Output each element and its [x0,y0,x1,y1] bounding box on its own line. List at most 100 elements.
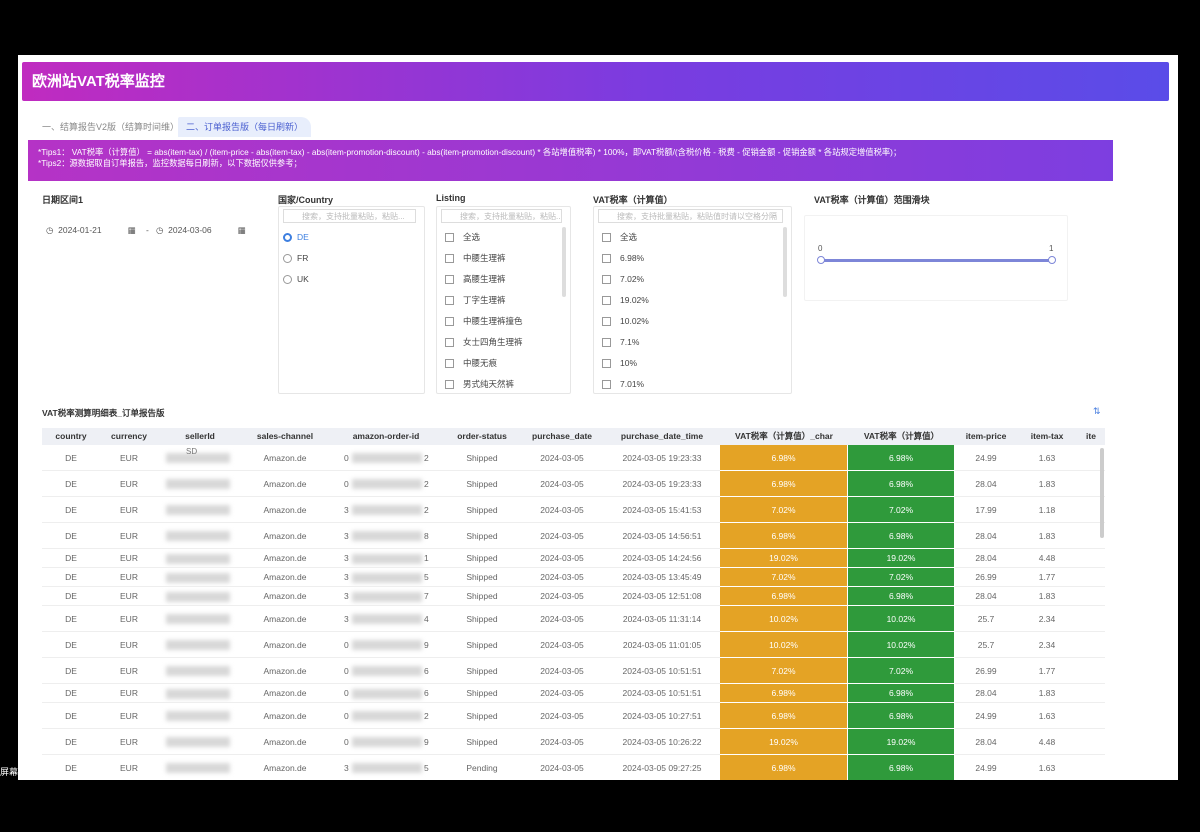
checkbox[interactable] [445,233,454,243]
table-cell: EUR [100,755,158,780]
option-text: 6.98% [620,253,645,263]
search-input[interactable]: 搜索，支持批量粘贴，粘贴... [441,209,562,223]
search-input[interactable]: 搜索，支持批量粘贴，粘贴值时请以空格分隔 [598,209,783,223]
filter-option[interactable]: 7.02% [602,269,644,290]
option-text: 高腰生理裤 [463,274,506,284]
filter-option[interactable]: 中腰生理裤 [445,248,506,269]
table-cell: 7.02% [720,497,848,523]
table-cell [158,729,242,755]
icon[interactable]: ⇅ [1093,406,1101,416]
filter-option[interactable]: 7.1% [602,332,639,353]
table-cell: DE [42,632,100,658]
filter-label: 日期区间1 [42,195,84,205]
radio[interactable] [283,254,292,264]
checkbox[interactable] [445,275,454,285]
filter-option[interactable]: 10% [602,353,637,374]
filter-option[interactable]: FR [283,248,308,269]
checkbox[interactable] [602,296,611,306]
filter-option[interactable]: 男式纯天然裤 [445,374,514,393]
option-text: 7.01% [620,379,645,389]
tip: *Tips2：源数据取自订单报告，监控数据每日刷新，以下数据仅供参考； [38,158,302,168]
table-cell [1077,606,1105,632]
checkbox[interactable] [445,254,454,264]
table-cell: EUR [100,445,158,471]
scrollbar[interactable] [562,227,566,297]
table-cell [158,497,242,523]
table-cell: 2024-03-05 14:56:51 [604,523,720,549]
option-text: 中腰无痕 [463,358,498,368]
redacted [352,666,422,676]
slider-handle[interactable] [1048,256,1056,264]
table-cell: 7.02% [848,568,955,587]
table-cell: 1.77 [1017,568,1077,587]
table-cell: 2024-03-05 19:23:33 [604,471,720,497]
filter-option[interactable]: 女士四角生理裤 [445,332,523,353]
redacted [166,572,230,583]
checkbox[interactable] [602,254,611,264]
table-cell [1077,445,1105,471]
checkbox[interactable] [602,233,611,243]
filter-option[interactable]: 丁字生理裤 [445,290,506,311]
checkbox[interactable] [445,317,454,327]
checkbox[interactable] [445,380,454,390]
redacted [166,666,230,676]
table-cell: Amazon.de [242,684,328,703]
redacted [166,688,230,699]
filter-option[interactable]: DE [283,227,309,248]
checkbox[interactable] [602,380,611,390]
checkbox[interactable] [445,338,454,348]
table-cell: 2024-03-05 10:51:51 [604,658,720,684]
radio[interactable] [283,275,292,285]
date-end[interactable]: ◷ 2024-03-06 ▦ [156,225,246,235]
filter-option[interactable]: 19.02% [602,290,649,311]
checkbox[interactable] [602,338,611,348]
scrollbar[interactable] [1100,448,1104,538]
checkbox[interactable] [602,317,611,327]
tab-active[interactable]: 二、订单报告版（每日刷新） [178,117,312,137]
date-start[interactable]: ◷ 2024-01-21 ▦ [46,225,136,235]
table-cell: SD [158,445,242,471]
radio[interactable] [283,233,292,243]
option-text: 7.1% [620,337,640,347]
filter-option[interactable]: 全选 [602,227,637,248]
filter-option[interactable]: 中腰生理裤撞色 [445,311,523,332]
filter-option[interactable]: 高腰生理裤 [445,269,506,290]
filter-option[interactable]: 中腰无痕 [445,353,497,374]
redacted [352,553,422,564]
cell-text: 8 [424,531,429,541]
search-input[interactable]: 搜索，支持批量粘贴，粘贴... [283,209,416,223]
cell-text: 0 [344,640,349,650]
table-cell: DE [42,523,100,549]
tab[interactable]: 一、结算报告V2版（结算时间维） [42,122,180,132]
filter-option[interactable]: 10.02% [602,311,649,332]
table-cell: Amazon.de [242,445,328,471]
cell-text: 3 [344,553,349,563]
cell-text: 2 [424,479,429,489]
table-cell: Amazon.de [242,471,328,497]
table-cell: 19.02% [848,729,955,755]
table-cell: 2024-03-05 [520,658,604,684]
table-cell: 6.98% [848,684,955,703]
slider-handle[interactable] [817,256,825,264]
checkbox[interactable] [445,296,454,306]
cell-text: 6 [424,666,429,676]
cell-text: 3 [344,505,349,515]
checkbox[interactable] [602,275,611,285]
table-cell: 10.02% [720,632,848,658]
data-table: country currency sellerId sales-channel amaz… [42,428,1105,780]
table-cell: 26.99 [955,568,1017,587]
filter-option[interactable]: 7.01% [602,374,645,393]
scrollbar[interactable] [783,227,787,297]
table-cell: 1.63 [1017,445,1077,471]
filter-option[interactable]: 全选 [445,227,480,248]
filter-option[interactable]: 6.98% [602,248,644,269]
checkbox[interactable] [602,359,611,369]
slider-track[interactable] [820,259,1052,262]
table-cell: 1.63 [1017,755,1077,780]
checkbox[interactable] [445,359,454,369]
filter-option[interactable]: UK [283,269,309,290]
date-text: 2024-03-06 [168,225,212,235]
